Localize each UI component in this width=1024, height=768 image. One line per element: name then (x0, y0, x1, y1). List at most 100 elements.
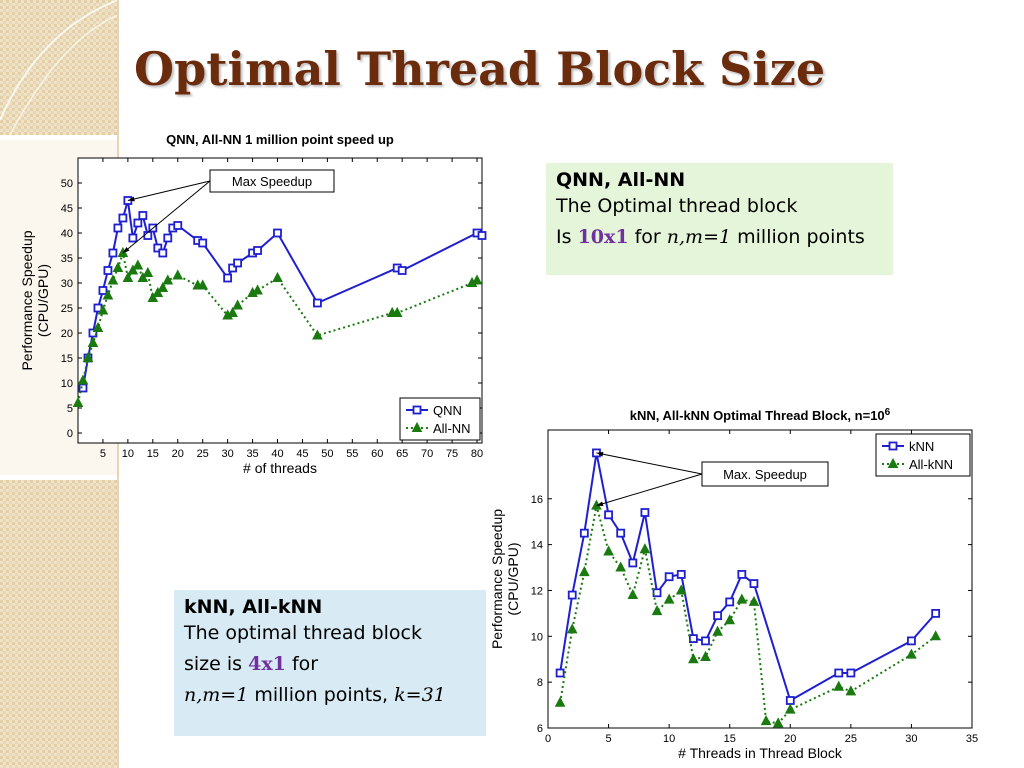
knn-box-heading: kNN, All-kNN (184, 596, 323, 618)
data-point (77, 374, 89, 385)
data-point (112, 261, 124, 272)
data-point (72, 396, 84, 407)
y-axis-label-line: Performance Speedup (489, 509, 505, 649)
data-point (158, 248, 168, 258)
qnn-box-value: 10x1 (577, 226, 629, 248)
data-point (675, 584, 687, 595)
annotation-arrowhead (122, 246, 130, 253)
data-point (117, 246, 129, 257)
data-point (172, 269, 184, 280)
legend-marker (411, 421, 423, 432)
x-tick-label: 30 (222, 448, 234, 460)
x-tick-label: 10 (663, 733, 675, 745)
legend-label: kNN (909, 439, 934, 454)
data-point (122, 271, 134, 282)
y-tick-label: 35 (61, 253, 73, 265)
slide-title: Optimal Thread Block Size (134, 42, 826, 96)
data-point (701, 636, 710, 646)
data-point (640, 508, 650, 517)
knn-box-value: 4x1 (248, 653, 286, 675)
annotation-box (701, 461, 829, 487)
legend-label: All-NN (433, 421, 471, 436)
data-point (603, 545, 614, 556)
annotation-arrowhead (596, 451, 604, 457)
annotation-arrow (122, 180, 211, 254)
data-point (98, 286, 108, 295)
qnn-box-vars: n,m=1 (666, 226, 732, 248)
data-point (566, 623, 578, 634)
legend-marker (887, 457, 899, 468)
data-point (228, 263, 238, 273)
x-tick-label: 55 (346, 448, 358, 460)
series-knn (555, 448, 941, 705)
knn-box-line1: The optimal thread block (184, 622, 422, 644)
data-point (579, 528, 589, 538)
x-tick-label: 25 (845, 733, 857, 745)
data-point (676, 570, 686, 579)
x-tick-label: 20 (784, 733, 796, 745)
annotation-arrowhead (596, 501, 604, 507)
qnn-box-line1: The Optimal thread block (556, 195, 798, 217)
data-point (664, 572, 674, 582)
data-point (725, 597, 735, 607)
legend-label: QNN (433, 403, 462, 418)
data-point (142, 266, 154, 277)
y-tick-label: 30 (61, 278, 73, 290)
data-point (736, 593, 748, 604)
data-point (906, 648, 917, 659)
data-point (760, 715, 772, 726)
data-point (907, 636, 916, 646)
data-point (198, 238, 208, 248)
qnn-speedup-chart: QNN, All-NN 1 million point speed up 5 10 1… (20, 132, 487, 476)
x-tick-label: 35 (966, 733, 978, 745)
qnn-box-prefix: Is (556, 226, 572, 248)
data-point (92, 321, 104, 332)
y-tick-label: 6 (537, 723, 543, 735)
data-point (313, 298, 322, 308)
knn-box-prefix: size is (184, 653, 243, 675)
data-point (391, 306, 403, 317)
series-all-knn (554, 499, 941, 728)
data-point (118, 213, 128, 223)
data-point (173, 221, 183, 230)
data-point (163, 233, 173, 243)
data-point (748, 595, 760, 606)
series-line (559, 452, 937, 702)
x-tick-label: 60 (371, 448, 383, 460)
data-point (555, 668, 565, 678)
knn-box-kvar: k=31 (394, 684, 446, 706)
x-tick-label: 50 (321, 448, 333, 460)
data-point (616, 528, 626, 538)
data-point (845, 685, 857, 696)
data-point (639, 543, 651, 554)
annotation-arrow (596, 473, 703, 507)
x-tick-label: 0 (545, 733, 551, 745)
data-point (651, 605, 663, 616)
data-point (252, 284, 263, 295)
data-point (127, 264, 139, 275)
data-point (113, 223, 123, 233)
annotation-arrow (596, 452, 703, 475)
y-axis-label: Performance Speedup(CPU/GPU) (20, 230, 51, 370)
x-tick-label: 75 (446, 448, 458, 460)
y-tick-label: 12 (531, 585, 543, 597)
x-tick-label: 5 (100, 448, 106, 460)
plot-frame (77, 157, 483, 444)
legend-box (875, 433, 971, 477)
x-tick-label: 25 (197, 448, 209, 460)
legend: kNN All-kNN (875, 433, 971, 477)
data-point (772, 717, 784, 728)
y-axis-label: Performance Speedup(CPU/GPU) (489, 509, 521, 649)
data-point (138, 211, 148, 220)
x-tick-label: 40 (271, 448, 283, 460)
knn-speedup-chart: kNN, All-kNN Optimal Thread Block, n=106… (489, 407, 978, 761)
annotation-label: Max Speedup (232, 174, 312, 189)
qnn-box-suffix: million points (737, 226, 865, 248)
data-point (688, 653, 699, 664)
data-point (108, 248, 118, 258)
data-point (700, 650, 711, 661)
legend-box (399, 397, 481, 441)
knn-box-suffix: million points, (254, 684, 389, 706)
y-axis-label-line: (CPU/GPU) (35, 264, 51, 337)
y-tick-label: 8 (537, 677, 543, 689)
